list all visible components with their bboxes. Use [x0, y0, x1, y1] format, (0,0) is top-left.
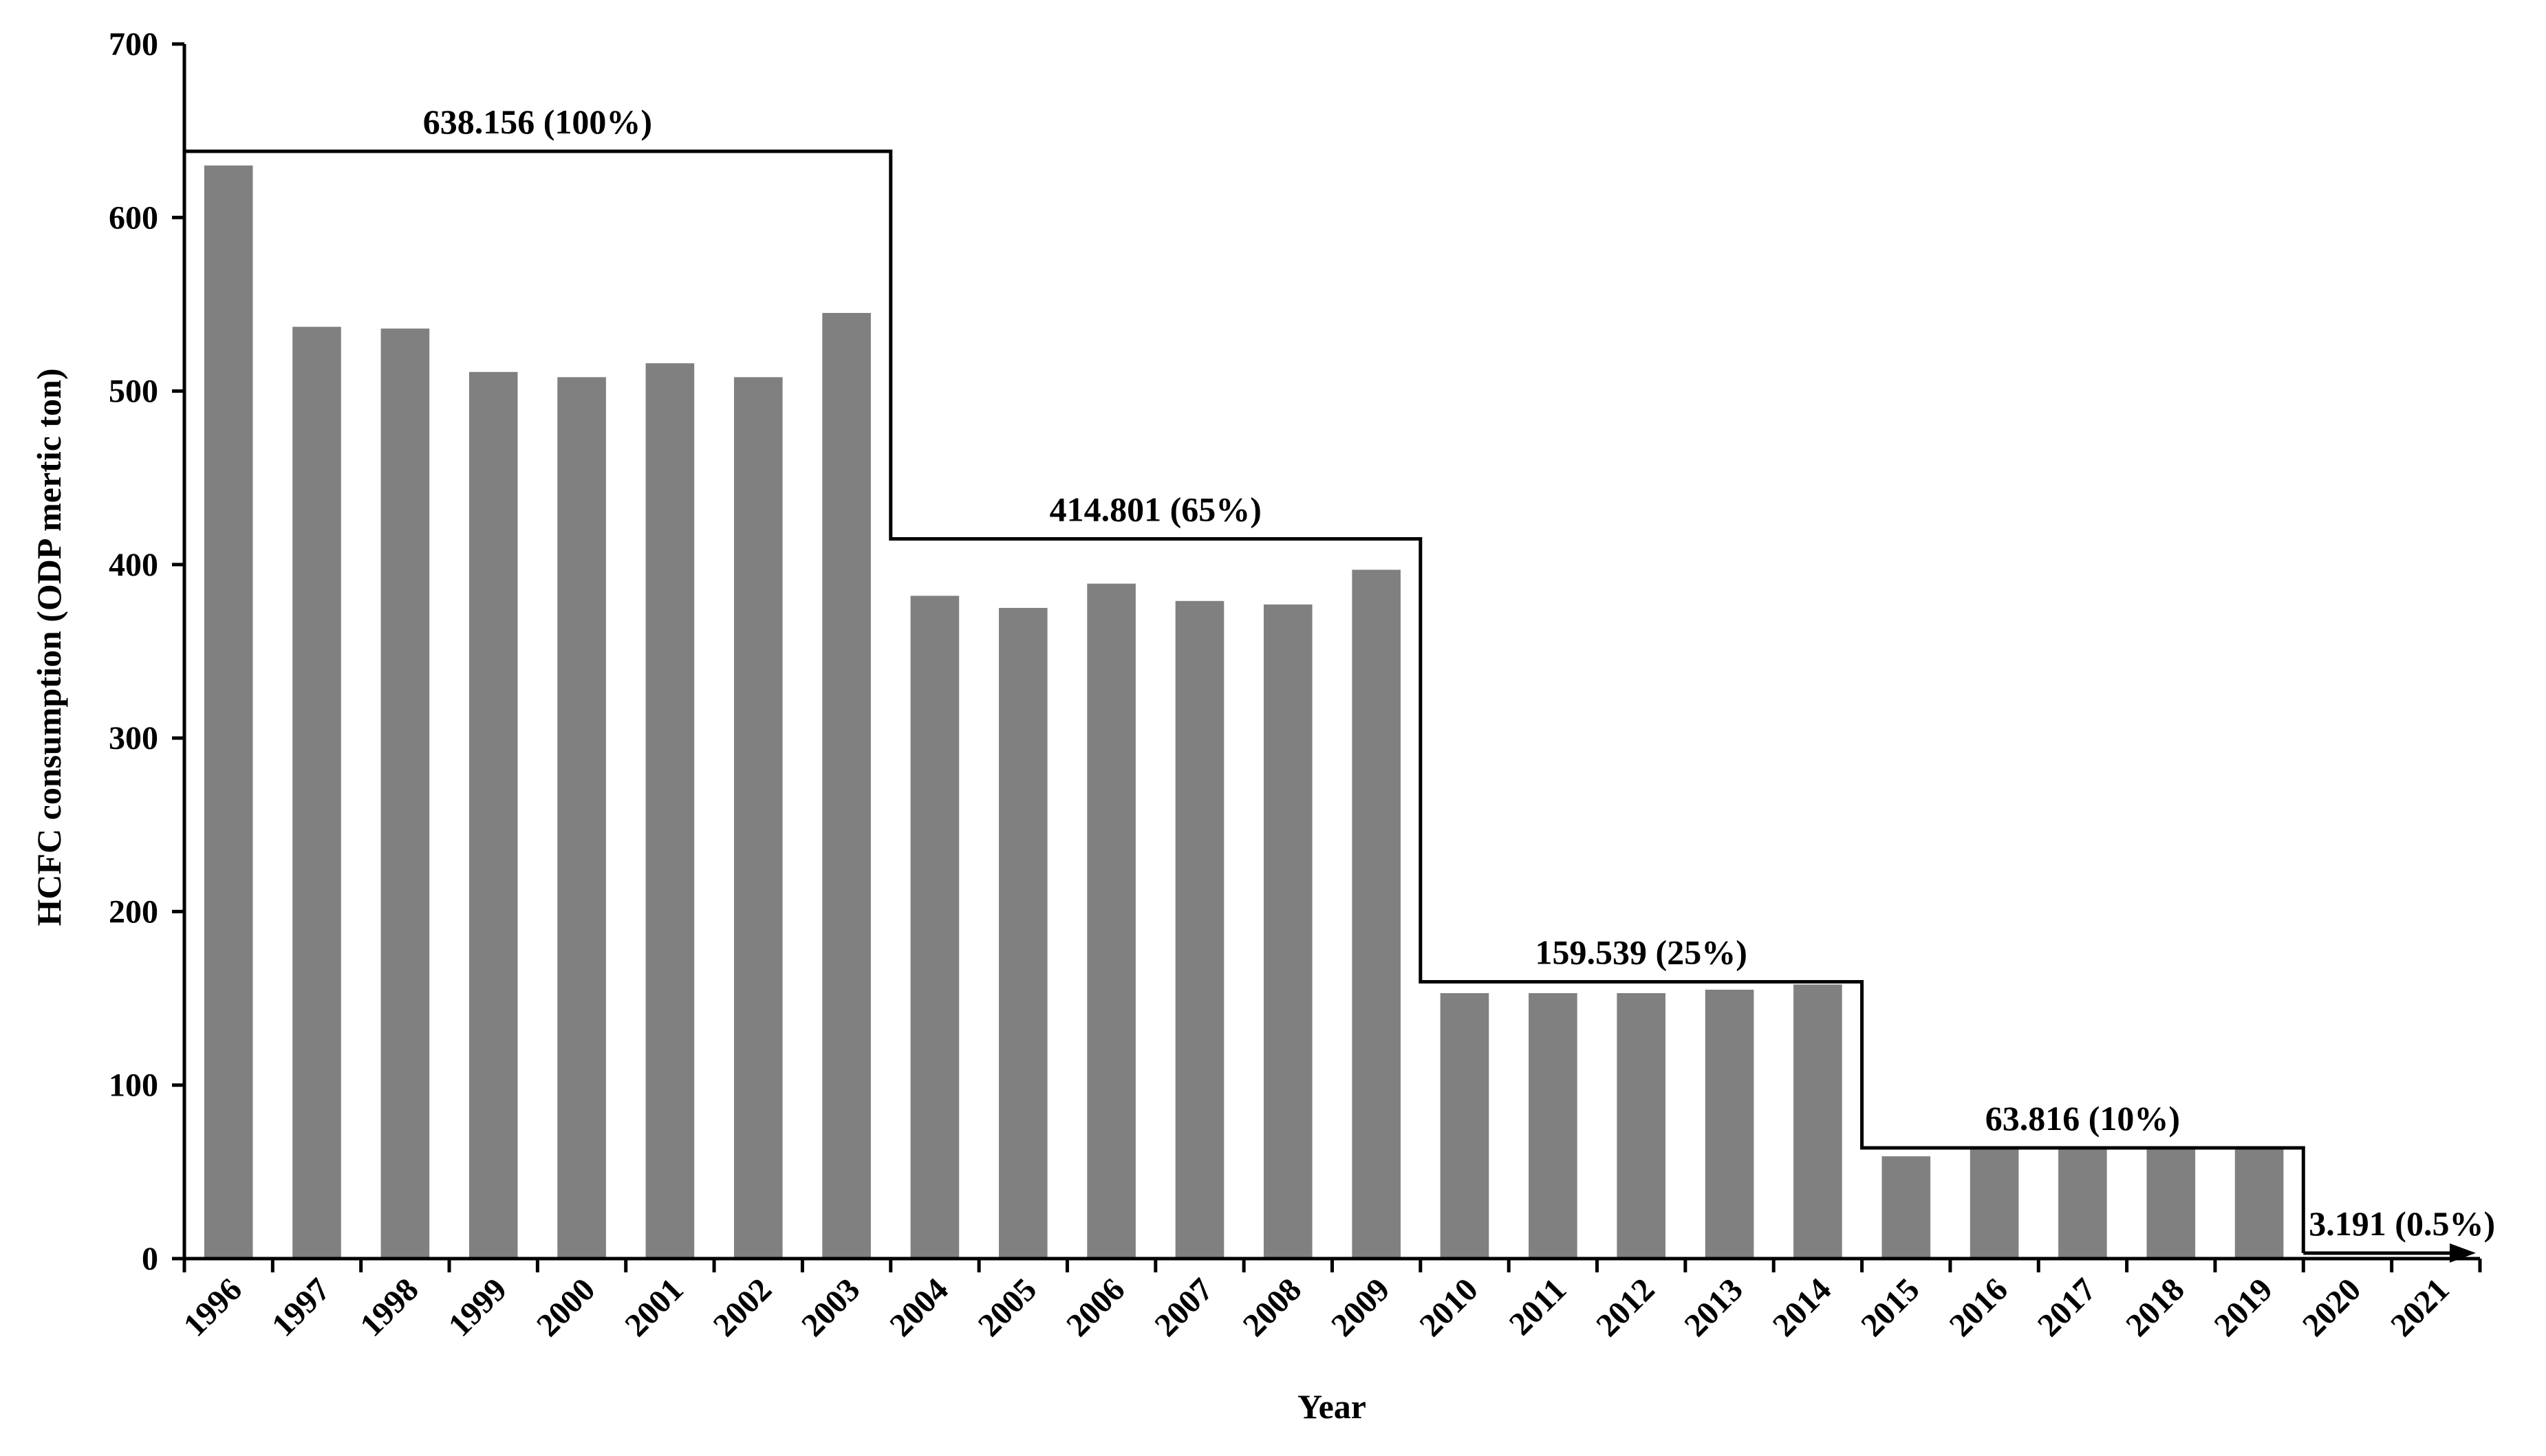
x-tick-label: 2018 [2119, 1271, 2191, 1343]
x-axis-title: Year [1297, 1387, 1366, 1426]
y-tick-label: 100 [109, 1067, 158, 1104]
bar-2016 [1970, 1149, 2019, 1259]
bar-1996 [204, 165, 253, 1259]
x-tick-label: 2009 [1324, 1271, 1396, 1343]
bar-2014 [1793, 984, 1842, 1259]
limit-step-line [184, 149, 2305, 1253]
bar-2001 [645, 363, 695, 1259]
y-axis-title: HCFC consumption (ODP mertic ton) [30, 368, 68, 926]
x-tick-label: 1998 [353, 1271, 425, 1343]
x-tick-label: 2014 [1766, 1271, 1838, 1343]
bar-2005 [999, 607, 1048, 1259]
y-tick-label: 400 [109, 547, 158, 583]
y-tick-label: 600 [109, 199, 158, 236]
x-tick-label: 2015 [1854, 1271, 1926, 1343]
y-tick-label: 300 [109, 720, 158, 757]
bar-2007 [1175, 600, 1225, 1259]
x-tick-label: 2013 [1677, 1271, 1749, 1343]
y-tick-label: 500 [109, 373, 158, 410]
bar-2004 [910, 596, 960, 1259]
limit-layer [184, 149, 2476, 1263]
x-tick-label: 2006 [1059, 1271, 1132, 1343]
limit-label: 159.539 (25%) [1535, 933, 1747, 972]
x-tick-label: 2001 [618, 1271, 690, 1343]
bar-2015 [1881, 1156, 1931, 1259]
x-tick-label: 2021 [2384, 1271, 2456, 1343]
bar-2002 [734, 377, 783, 1259]
bar-2012 [1617, 993, 1665, 1259]
y-tick-label: 700 [109, 26, 158, 63]
limit-label: 3.191 (0.5%) [2309, 1204, 2495, 1243]
x-tick-label: 2019 [2208, 1271, 2280, 1343]
x-tick-label: 2010 [1412, 1271, 1485, 1343]
bar-1998 [380, 328, 430, 1259]
x-tick-label: 2007 [1147, 1271, 1220, 1343]
bar-2009 [1352, 569, 1401, 1259]
x-tick-label: 2012 [1589, 1271, 1661, 1343]
x-tick-label: 2011 [1502, 1271, 1573, 1342]
x-tick-label: 2017 [2031, 1271, 2103, 1343]
limit-label: 638.156 (100%) [423, 102, 652, 141]
bar-2010 [1440, 993, 1489, 1259]
limit-label: 414.801 (65%) [1050, 490, 1262, 529]
bar-2013 [1705, 990, 1754, 1259]
x-tick-label: 2020 [2296, 1271, 2368, 1343]
x-tick-label: 2016 [1943, 1271, 2015, 1343]
x-tick-label: 2005 [971, 1271, 1044, 1343]
limit-label: 63.816 (10%) [1985, 1099, 2180, 1138]
bar-2018 [2146, 1149, 2196, 1259]
bar-2019 [2234, 1149, 2284, 1259]
bar-2008 [1264, 604, 1313, 1259]
bar-1997 [292, 327, 341, 1259]
axes-layer [172, 42, 2482, 1272]
x-tick-label: 2004 [883, 1271, 955, 1343]
bar-2006 [1087, 583, 1136, 1259]
bar-2011 [1529, 993, 1577, 1259]
x-tick-label: 1997 [265, 1271, 337, 1343]
x-tick-label: 1999 [442, 1271, 514, 1343]
bar-2017 [2058, 1149, 2107, 1259]
y-tick-label: 200 [109, 893, 158, 930]
y-tick-label: 0 [142, 1241, 158, 1277]
bars-layer [204, 165, 2284, 1259]
bar-2003 [822, 313, 871, 1259]
x-tick-label: 2003 [795, 1271, 867, 1343]
x-tick-label: 2000 [530, 1271, 602, 1343]
x-tick-label: 2008 [1236, 1271, 1308, 1343]
bar-2000 [557, 377, 606, 1259]
x-tick-label: 1996 [177, 1271, 249, 1343]
bar-1999 [468, 371, 518, 1259]
x-tick-label: 2002 [706, 1271, 779, 1343]
